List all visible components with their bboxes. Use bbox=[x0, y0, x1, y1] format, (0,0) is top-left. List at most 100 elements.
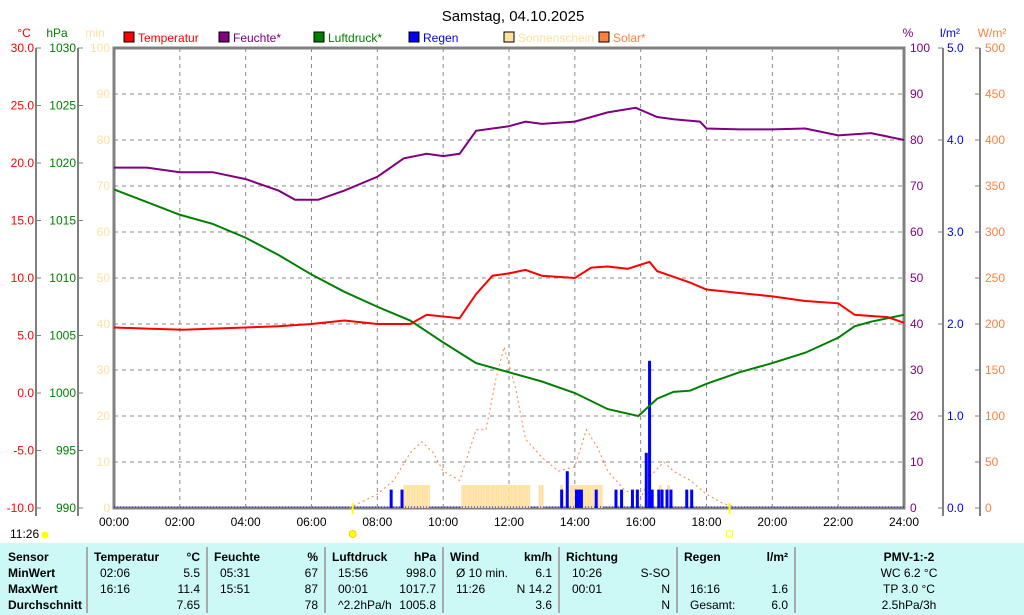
sunshine-bar bbox=[528, 485, 531, 508]
sunshine-tick-label: 70 bbox=[97, 179, 111, 193]
x-tick-label: 08:00 bbox=[362, 515, 392, 529]
sunshine-bar bbox=[522, 485, 524, 508]
header-temp-unit: °C bbox=[186, 550, 200, 564]
sunshine-bar bbox=[571, 485, 574, 508]
solar-tick-label: 400 bbox=[985, 133, 1005, 147]
solar-line bbox=[349, 345, 740, 509]
rain-bar bbox=[574, 489, 578, 508]
dir-time: 10:26 bbox=[572, 566, 603, 580]
hum-value: 87 bbox=[304, 582, 318, 596]
dir-value: N bbox=[661, 582, 670, 596]
solar-tick-label: 150 bbox=[985, 363, 1005, 377]
temp-column: Temperatur °C 02:06 5.5 16:16 11.4 7.65 bbox=[88, 547, 208, 613]
solar-tick-label: 350 bbox=[985, 179, 1005, 193]
legend-swatch-temperatur bbox=[123, 31, 135, 43]
pressure-axis-unit: hPa bbox=[46, 26, 68, 40]
rain-bar bbox=[657, 489, 661, 508]
rain-bar bbox=[648, 360, 652, 508]
dir-value: N bbox=[661, 598, 670, 612]
x-tick-label: 12:00 bbox=[494, 515, 524, 529]
sunshine-bar bbox=[540, 485, 542, 508]
humidity-tick-label: 90 bbox=[910, 87, 924, 101]
sensor-column: Sensor MinWert MaxWert Durchschnitt bbox=[0, 547, 88, 613]
temp-tick-label: 25.0 bbox=[11, 99, 35, 113]
press-column: Luftdruck hPa 15:56 998.0 00:01 1017.7 ^2.2hPa… bbox=[326, 547, 444, 613]
rain-bar bbox=[577, 489, 581, 508]
sunshine-bar bbox=[586, 485, 588, 508]
header-hum-unit: % bbox=[307, 550, 318, 564]
sunshine-bar bbox=[484, 485, 486, 508]
sunshine-bar bbox=[668, 485, 671, 508]
rain-bar bbox=[630, 489, 634, 508]
x-tick-label: 20:00 bbox=[757, 515, 787, 529]
rain-value: 1.6 bbox=[771, 582, 788, 596]
sunshine-bar bbox=[408, 485, 411, 508]
sunshine-bar bbox=[487, 485, 490, 508]
x-tick-label: 14:00 bbox=[560, 515, 590, 529]
sunshine-bar bbox=[462, 485, 465, 508]
sunshine-bar bbox=[479, 485, 481, 508]
sunshine-bar bbox=[466, 485, 468, 508]
temp-tick-label: 10.0 bbox=[11, 271, 35, 285]
sunset-icon bbox=[726, 530, 734, 538]
pressure-line bbox=[113, 188, 905, 418]
sunshine-bar bbox=[588, 485, 590, 508]
sunshine-bar bbox=[527, 485, 529, 508]
rain-bar bbox=[690, 489, 694, 508]
temp-tick-label: 30.0 bbox=[11, 41, 35, 55]
sunshine-bar bbox=[421, 485, 424, 508]
rain-bar bbox=[685, 489, 689, 508]
sunshine-bar bbox=[509, 485, 511, 508]
sunshine-bar bbox=[494, 485, 496, 508]
sunshine-bar bbox=[495, 485, 498, 508]
sunshine-bar bbox=[591, 485, 593, 508]
rain-tick-label: 4.0 bbox=[947, 133, 964, 147]
pmv-extra-value: TP 3.0 °C bbox=[883, 582, 935, 596]
sunshine-tick-label: 80 bbox=[97, 133, 111, 147]
weather-chart: Samstag, 04.10.2025 00:00 02:00 04:00 06:00 0… bbox=[7, 8, 1007, 541]
wind-value: 3.6 bbox=[535, 598, 552, 612]
humidity-tick-label: 20 bbox=[910, 409, 924, 423]
sunshine-bar bbox=[410, 485, 412, 508]
header-sensor: Sensor bbox=[8, 550, 49, 564]
temp-tick-label: -5.0 bbox=[13, 444, 34, 458]
rain-bar bbox=[669, 489, 673, 508]
pmv-column: PMV-1:-2 WC 6.2 °C TP 3.0 °C 2.5hPa/3h bbox=[796, 547, 1022, 613]
sunshine-tick-label: 60 bbox=[97, 225, 111, 239]
pressure-tick-label: 990 bbox=[56, 501, 76, 515]
sunshine-tick-label: 90 bbox=[97, 87, 111, 101]
statistics-table: Sensor MinWert MaxWert Durchschnitt Temp… bbox=[0, 543, 1024, 615]
solar-tick-label: 100 bbox=[985, 409, 1005, 423]
rain-axis-unit: l/m² bbox=[940, 26, 960, 40]
temp-value: 7.65 bbox=[176, 598, 200, 612]
sunshine-bar bbox=[416, 485, 419, 508]
sunshine-bar bbox=[477, 485, 480, 508]
rain-bar bbox=[650, 489, 654, 508]
sunshine-tick-label: 40 bbox=[97, 317, 111, 331]
x-tick-label: 16:00 bbox=[626, 515, 656, 529]
legend-swatch-solar bbox=[598, 31, 610, 43]
header-press: Luftdruck bbox=[332, 550, 388, 564]
x-tick-label: 02:00 bbox=[165, 515, 195, 529]
humidity-tick-label: 100 bbox=[910, 41, 930, 55]
header-wind: Wind bbox=[450, 550, 480, 564]
sunshine-tick-label: 30 bbox=[97, 363, 111, 377]
pressure-tick-label: 995 bbox=[56, 444, 76, 458]
temp-axis-unit: °C bbox=[17, 26, 31, 40]
rain-bar bbox=[389, 489, 393, 508]
pressure-tick-label: 1000 bbox=[49, 386, 76, 400]
humidity-tick-label: 70 bbox=[910, 179, 924, 193]
row-label-min: MinWert bbox=[8, 566, 56, 580]
humidity-tick-label: 40 bbox=[910, 317, 924, 331]
x-tick-label: 22:00 bbox=[823, 515, 853, 529]
rain-bar bbox=[665, 489, 669, 508]
header-dir: Richtung bbox=[566, 550, 618, 564]
rain-bar bbox=[635, 489, 639, 508]
wind-column: Wind km/h Ø 10 min. 6.1 11:26 N 14.2 3.6 bbox=[444, 547, 560, 613]
pressure-tick-label: 1025 bbox=[49, 99, 76, 113]
sunshine-bar bbox=[418, 485, 420, 508]
rain-tick-label: 2.0 bbox=[947, 317, 964, 331]
press-time: 00:01 bbox=[338, 582, 369, 596]
rain-time: Gesamt: bbox=[690, 598, 736, 612]
x-tick-label: 00:00 bbox=[99, 515, 129, 529]
